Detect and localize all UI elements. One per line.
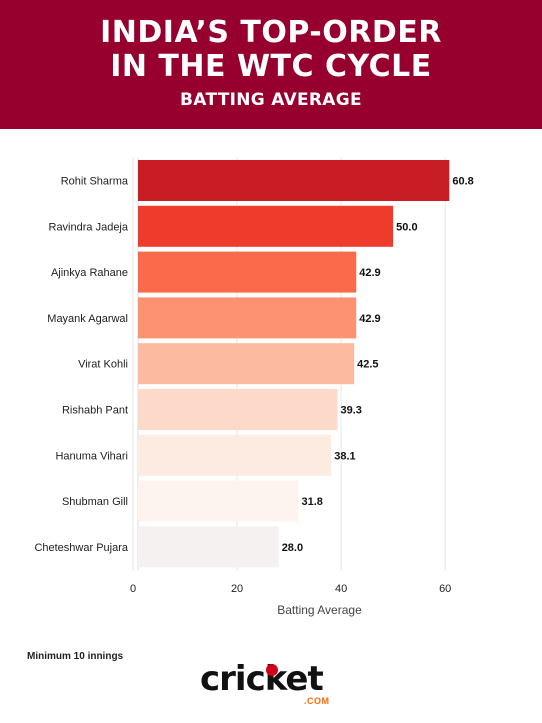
- bar: [138, 434, 332, 476]
- bar: [138, 205, 394, 247]
- x-tick-label: 40: [335, 583, 347, 595]
- bar: [138, 526, 279, 568]
- footnote: Minimum 10 innings: [27, 651, 124, 662]
- category-label: Ravindra Jadeja: [49, 221, 129, 233]
- bar: [138, 343, 355, 385]
- chart-title: INDIA’S TOP-ORDER IN THE WTC CYCLE: [0, 16, 542, 84]
- bar: [138, 480, 299, 522]
- value-label: 42.9: [359, 313, 380, 325]
- value-label: 42.5: [357, 359, 378, 371]
- category-label: Rohit Sharma: [61, 176, 129, 188]
- value-label: 31.8: [301, 496, 322, 508]
- value-label: 60.8: [452, 176, 473, 188]
- logo-ball-icon: [266, 664, 278, 676]
- bar: [138, 160, 450, 201]
- category-label: Virat Kohli: [78, 359, 128, 371]
- value-label: 50.0: [396, 221, 417, 233]
- title-line-2: IN THE WTC CYCLE: [110, 49, 432, 84]
- logo-suffix: .COM: [304, 696, 330, 706]
- bar-chart: Rohit Sharma 60.8 Ravindra Jadeja 50.0 Ajink…: [34, 158, 474, 617]
- category-label: Ajinkya Rahane: [51, 267, 128, 279]
- x-axis-title: Batting Average: [277, 603, 362, 617]
- title-line-1: INDIA’S TOP-ORDER: [100, 15, 442, 50]
- category-label: Cheteshwar Pujara: [34, 542, 128, 554]
- bar: [138, 251, 357, 293]
- cricket-com-logo: cricket .COM: [200, 660, 350, 710]
- x-tick-label: 20: [231, 583, 243, 595]
- header-banner: INDIA’S TOP-ORDER IN THE WTC CYCLE BATTI…: [0, 0, 542, 129]
- x-tick-label: 60: [439, 583, 451, 595]
- category-label: Mayank Agarwal: [47, 313, 128, 325]
- chart-subtitle: BATTING AVERAGE: [180, 90, 362, 110]
- bar: [138, 297, 357, 339]
- value-label: 42.9: [359, 267, 380, 279]
- category-label: Hanuma Vihari: [55, 450, 128, 462]
- bar: [138, 389, 338, 430]
- category-label: Shubman Gill: [62, 496, 128, 508]
- value-label: 38.1: [334, 450, 355, 462]
- x-tick-label: 0: [130, 583, 136, 595]
- value-label: 39.3: [340, 405, 361, 417]
- logo-wordmark: cricket: [200, 659, 324, 699]
- value-label: 28.0: [282, 542, 303, 554]
- category-label: Rishabh Pant: [62, 405, 128, 417]
